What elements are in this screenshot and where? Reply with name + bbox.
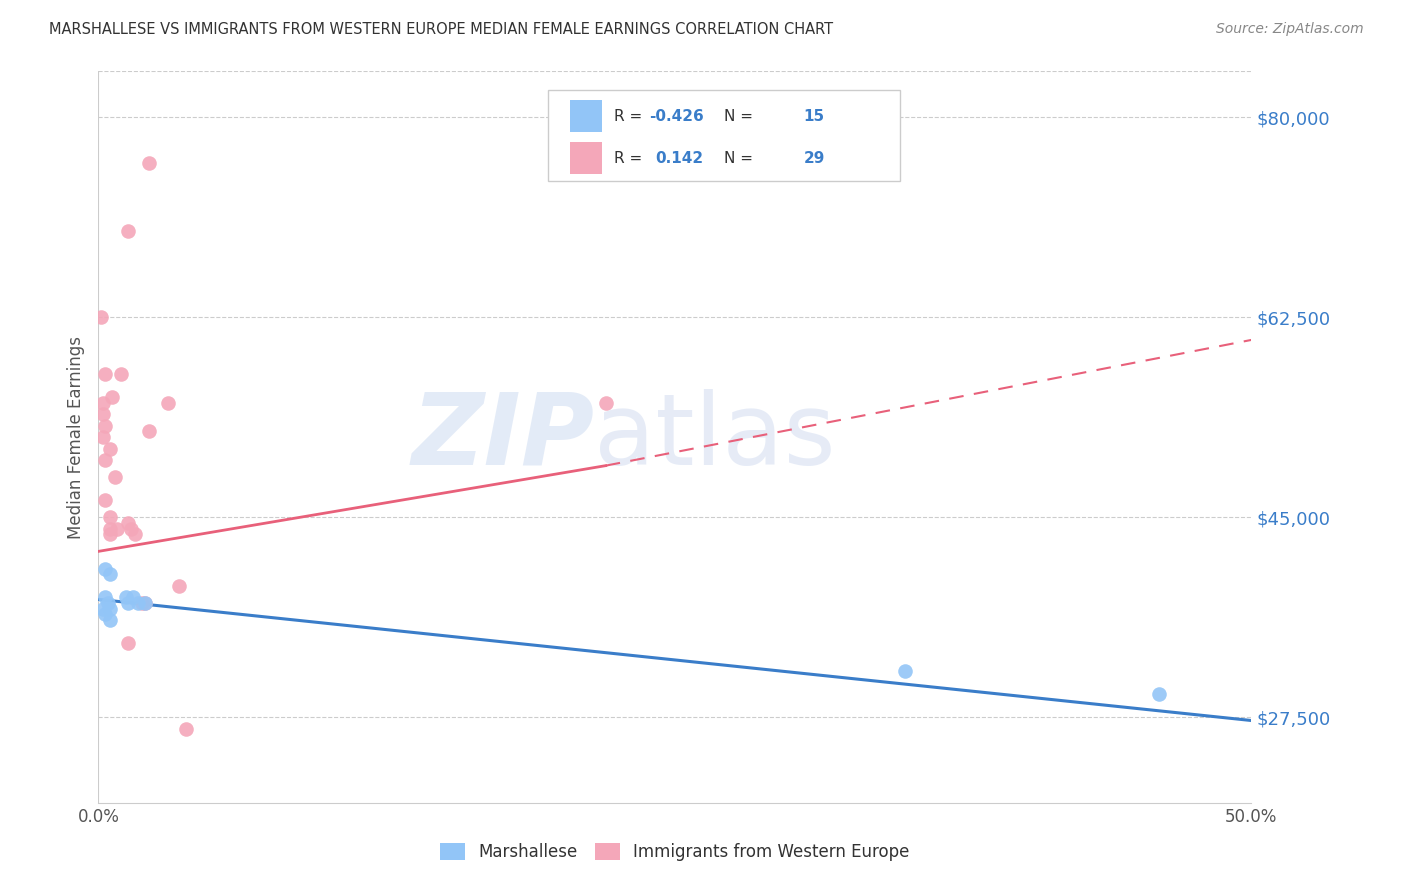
Point xyxy=(94,492,117,507)
Point xyxy=(174,722,197,736)
Point xyxy=(134,596,156,610)
Point xyxy=(120,521,142,535)
Point xyxy=(98,510,121,524)
Bar xyxy=(569,142,602,174)
Legend: Marshallese, Immigrants from Western Europe: Marshallese, Immigrants from Western Eur… xyxy=(433,836,917,868)
Point xyxy=(595,396,617,410)
Text: -0.426: -0.426 xyxy=(650,109,704,123)
FancyBboxPatch shape xyxy=(548,90,900,181)
Point xyxy=(131,596,153,610)
Point xyxy=(117,596,139,610)
Point xyxy=(138,155,160,169)
Point xyxy=(98,527,121,541)
Text: 0.142: 0.142 xyxy=(655,151,704,166)
Point xyxy=(124,527,146,541)
Point xyxy=(97,596,120,610)
Text: 29: 29 xyxy=(803,151,825,166)
Point xyxy=(101,390,124,404)
Text: N =: N = xyxy=(724,109,758,123)
Point xyxy=(98,613,121,627)
Point xyxy=(122,590,145,604)
Point xyxy=(98,601,121,615)
Text: 15: 15 xyxy=(804,109,825,123)
Text: R =: R = xyxy=(614,109,647,123)
Point xyxy=(117,516,139,530)
Point xyxy=(98,442,121,456)
Point xyxy=(91,407,114,421)
Point xyxy=(94,561,117,575)
Point xyxy=(91,396,114,410)
Y-axis label: Median Female Earnings: Median Female Earnings xyxy=(66,335,84,539)
Point xyxy=(103,470,125,484)
Point xyxy=(91,601,114,615)
Point xyxy=(134,596,156,610)
Point xyxy=(98,567,121,582)
Point xyxy=(1147,687,1170,701)
Point xyxy=(110,368,132,382)
Point xyxy=(156,396,179,410)
Point xyxy=(91,430,114,444)
Point xyxy=(138,425,160,439)
Point xyxy=(98,521,121,535)
Text: N =: N = xyxy=(724,151,758,166)
Text: R =: R = xyxy=(614,151,647,166)
Point xyxy=(115,590,138,604)
Point xyxy=(894,665,917,679)
Point xyxy=(105,521,128,535)
Point xyxy=(90,310,112,324)
Point xyxy=(167,579,190,593)
Text: atlas: atlas xyxy=(595,389,835,485)
Text: MARSHALLESE VS IMMIGRANTS FROM WESTERN EUROPE MEDIAN FEMALE EARNINGS CORRELATION: MARSHALLESE VS IMMIGRANTS FROM WESTERN E… xyxy=(49,22,834,37)
Point xyxy=(127,596,149,610)
Point xyxy=(117,636,139,650)
Bar xyxy=(569,100,602,132)
Point xyxy=(94,590,117,604)
Text: ZIP: ZIP xyxy=(411,389,595,485)
Point xyxy=(117,224,139,238)
Point xyxy=(94,418,117,433)
Point xyxy=(94,368,117,382)
Point xyxy=(94,453,117,467)
Point xyxy=(94,607,117,622)
Text: Source: ZipAtlas.com: Source: ZipAtlas.com xyxy=(1216,22,1364,37)
